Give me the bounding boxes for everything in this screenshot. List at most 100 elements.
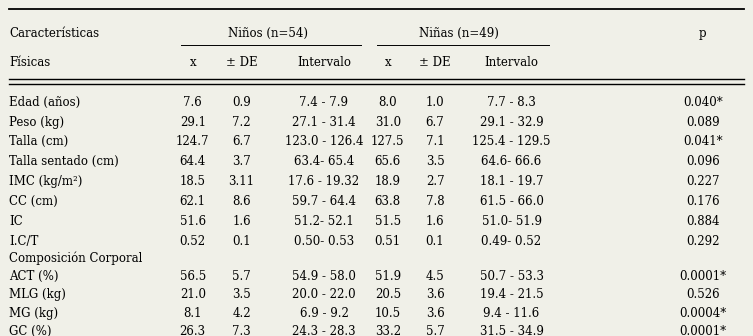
Text: 18.9: 18.9 xyxy=(375,175,401,188)
Text: Niñas (n=49): Niñas (n=49) xyxy=(419,27,499,40)
Text: 20.0 - 22.0: 20.0 - 22.0 xyxy=(292,288,356,301)
Text: x: x xyxy=(385,56,391,69)
Text: 125.4 - 129.5: 125.4 - 129.5 xyxy=(472,135,550,149)
Text: ± DE: ± DE xyxy=(226,56,258,69)
Text: 7.7 - 8.3: 7.7 - 8.3 xyxy=(487,96,536,109)
Text: Físicas: Físicas xyxy=(9,56,50,69)
Text: 21.0: 21.0 xyxy=(180,288,206,301)
Text: 4.2: 4.2 xyxy=(232,307,251,320)
Text: 64.6- 66.6: 64.6- 66.6 xyxy=(481,155,541,168)
Text: 56.5: 56.5 xyxy=(179,270,206,283)
Text: 31.5 - 34.9: 31.5 - 34.9 xyxy=(480,326,544,336)
Text: 54.9 - 58.0: 54.9 - 58.0 xyxy=(292,270,356,283)
Text: 0.227: 0.227 xyxy=(686,175,720,188)
Text: 51.6: 51.6 xyxy=(180,215,206,228)
Text: 0.040*: 0.040* xyxy=(683,96,723,109)
Text: Talla sentado (cm): Talla sentado (cm) xyxy=(9,155,119,168)
Text: 33.2: 33.2 xyxy=(375,326,401,336)
Text: 31.0: 31.0 xyxy=(375,116,401,129)
Text: 24.3 - 28.3: 24.3 - 28.3 xyxy=(292,326,356,336)
Text: 7.8: 7.8 xyxy=(425,195,444,208)
Text: 3.6: 3.6 xyxy=(425,288,444,301)
Text: 127.5: 127.5 xyxy=(371,135,404,149)
Text: 123.0 - 126.4: 123.0 - 126.4 xyxy=(285,135,363,149)
Text: 6.7: 6.7 xyxy=(232,135,251,149)
Text: 26.3: 26.3 xyxy=(180,326,206,336)
Text: 6.7: 6.7 xyxy=(425,116,444,129)
Text: ACT (%): ACT (%) xyxy=(9,270,59,283)
Text: 0.9: 0.9 xyxy=(232,96,251,109)
Text: 51.5: 51.5 xyxy=(375,215,401,228)
Text: 29.1 - 32.9: 29.1 - 32.9 xyxy=(480,116,544,129)
Text: 5.7: 5.7 xyxy=(425,326,444,336)
Text: Intervalo: Intervalo xyxy=(297,56,351,69)
Text: 0.0004*: 0.0004* xyxy=(679,307,727,320)
Text: 27.1 - 31.4: 27.1 - 31.4 xyxy=(292,116,356,129)
Text: 7.1: 7.1 xyxy=(425,135,444,149)
Text: 0.041*: 0.041* xyxy=(683,135,723,149)
Text: 0.1: 0.1 xyxy=(232,235,251,248)
Text: 0.884: 0.884 xyxy=(686,215,720,228)
Text: Talla (cm): Talla (cm) xyxy=(9,135,68,149)
Text: I.C/T: I.C/T xyxy=(9,235,38,248)
Text: 59.7 - 64.4: 59.7 - 64.4 xyxy=(292,195,356,208)
Text: 0.1: 0.1 xyxy=(425,235,444,248)
Text: 50.7 - 53.3: 50.7 - 53.3 xyxy=(480,270,544,283)
Text: 8.1: 8.1 xyxy=(184,307,202,320)
Text: 2.7: 2.7 xyxy=(425,175,444,188)
Text: Características: Características xyxy=(9,27,99,40)
Text: Niños (n=54): Niños (n=54) xyxy=(227,27,308,40)
Text: Peso (kg): Peso (kg) xyxy=(9,116,64,129)
Text: CC (cm): CC (cm) xyxy=(9,195,58,208)
Text: 7.3: 7.3 xyxy=(232,326,251,336)
Text: 0.176: 0.176 xyxy=(686,195,720,208)
Text: 62.1: 62.1 xyxy=(180,195,206,208)
Text: 4.5: 4.5 xyxy=(425,270,444,283)
Text: 0.50- 0.53: 0.50- 0.53 xyxy=(294,235,354,248)
Text: 20.5: 20.5 xyxy=(375,288,401,301)
Text: 3.7: 3.7 xyxy=(232,155,251,168)
Text: 3.6: 3.6 xyxy=(425,307,444,320)
Text: 5.7: 5.7 xyxy=(232,270,251,283)
Text: 8.0: 8.0 xyxy=(379,96,397,109)
Text: 61.5 - 66.0: 61.5 - 66.0 xyxy=(480,195,544,208)
Text: 7.6: 7.6 xyxy=(183,96,202,109)
Text: 0.51: 0.51 xyxy=(375,235,401,248)
Text: Composición Corporal: Composición Corporal xyxy=(9,251,142,265)
Text: 10.5: 10.5 xyxy=(375,307,401,320)
Text: 0.52: 0.52 xyxy=(180,235,206,248)
Text: 0.292: 0.292 xyxy=(686,235,720,248)
Text: 1.0: 1.0 xyxy=(425,96,444,109)
Text: 51.2- 52.1: 51.2- 52.1 xyxy=(294,215,354,228)
Text: 6.9 - 9.2: 6.9 - 9.2 xyxy=(300,307,349,320)
Text: 3.5: 3.5 xyxy=(425,155,444,168)
Text: IMC (kg/m²): IMC (kg/m²) xyxy=(9,175,82,188)
Text: 9.4 - 11.6: 9.4 - 11.6 xyxy=(483,307,540,320)
Text: 3.5: 3.5 xyxy=(232,288,251,301)
Text: ± DE: ± DE xyxy=(419,56,451,69)
Text: 17.6 - 19.32: 17.6 - 19.32 xyxy=(288,175,359,188)
Text: MG (kg): MG (kg) xyxy=(9,307,58,320)
Text: 3.11: 3.11 xyxy=(228,175,255,188)
Text: 29.1: 29.1 xyxy=(180,116,206,129)
Text: 64.4: 64.4 xyxy=(179,155,206,168)
Text: 18.5: 18.5 xyxy=(180,175,206,188)
Text: 1.6: 1.6 xyxy=(232,215,251,228)
Text: x: x xyxy=(190,56,196,69)
Text: 0.0001*: 0.0001* xyxy=(679,326,727,336)
Text: 1.6: 1.6 xyxy=(425,215,444,228)
Text: 0.096: 0.096 xyxy=(686,155,720,168)
Text: 0.089: 0.089 xyxy=(686,116,720,129)
Text: p: p xyxy=(699,27,706,40)
Text: 63.4- 65.4: 63.4- 65.4 xyxy=(294,155,354,168)
Text: 65.6: 65.6 xyxy=(375,155,401,168)
Text: GC (%): GC (%) xyxy=(9,326,51,336)
Text: 124.7: 124.7 xyxy=(176,135,209,149)
Text: 51.0- 51.9: 51.0- 51.9 xyxy=(481,215,541,228)
Text: 7.2: 7.2 xyxy=(232,116,251,129)
Text: IC: IC xyxy=(9,215,23,228)
Text: 19.4 - 21.5: 19.4 - 21.5 xyxy=(480,288,544,301)
Text: 0.0001*: 0.0001* xyxy=(679,270,727,283)
Text: 7.4 - 7.9: 7.4 - 7.9 xyxy=(300,96,349,109)
Text: Edad (años): Edad (años) xyxy=(9,96,80,109)
